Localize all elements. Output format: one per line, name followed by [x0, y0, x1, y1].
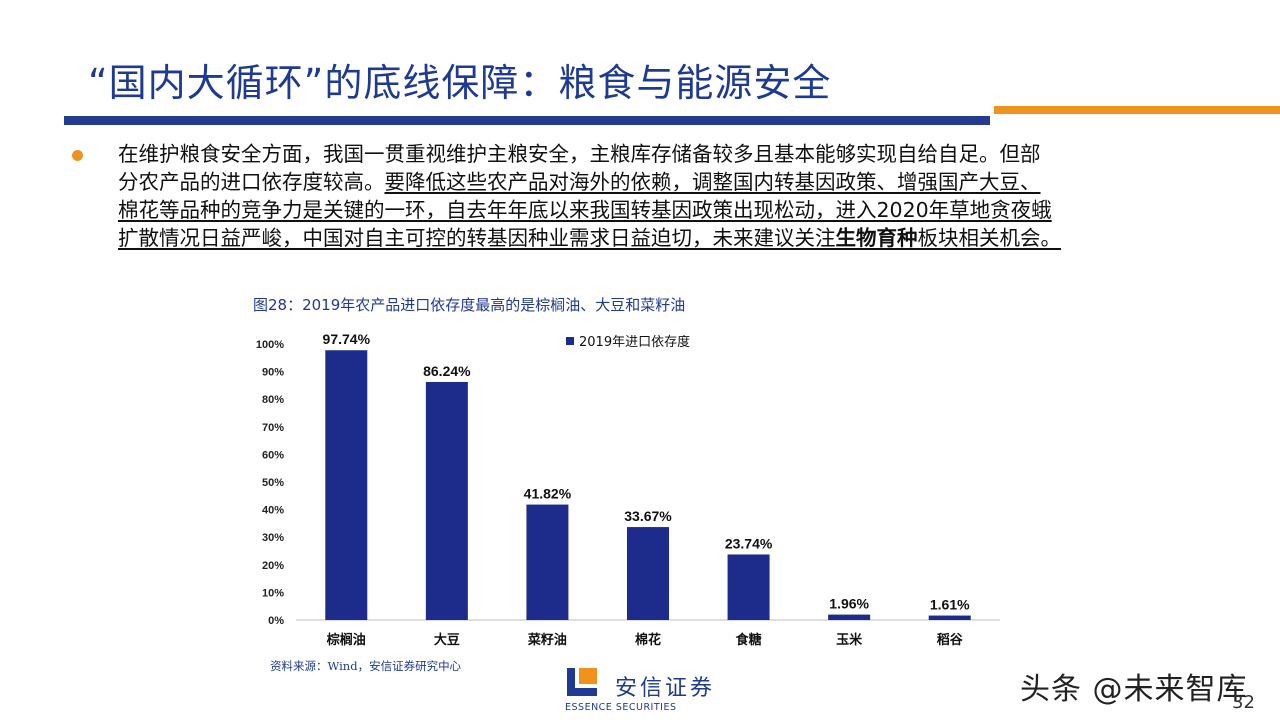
legend-label: 2019年进口依存度 [579, 334, 690, 350]
body-paragraph: 在维护粮食安全方面，我国一贯重视维护主粮安全，主粮库存储备较多且基本能够实现自给… [118, 140, 1238, 252]
paragraph-line-4-before: 扩散情况日益严峻，中国对自主可控的转基因种业需求日益迫切，未来建议关注 [118, 226, 836, 250]
y-tick-label: 90% [262, 367, 284, 379]
paragraph-line-2-plain: 分农产品的进口依存度较高。 [118, 170, 385, 194]
data-label: 33.67% [624, 508, 672, 524]
y-tick-label: 80% [262, 394, 284, 406]
y-tick-label: 70% [262, 422, 284, 434]
y-tick-label: 20% [262, 560, 284, 572]
category-label: 棕榈油 [326, 632, 366, 648]
slide-title: “国内大循环”的底线保障：粮食与能源安全 [88, 61, 832, 105]
paragraph-line-2-underlined: 要降低这些农产品对海外的依赖，调整国内转基因政策、增强国产大豆、 [384, 170, 1041, 194]
paragraph-line-1: 在维护粮食安全方面，我国一贯重视维护主粮安全，主粮库存储备较多且基本能够实现自给… [118, 142, 1041, 166]
title-underline-orange [994, 106, 1280, 114]
bar [325, 350, 368, 620]
y-tick-label: 10% [262, 587, 284, 599]
figure-caption: 图28：2019年农产品进口依存度最高的是棕榈油、大豆和菜籽油 [253, 296, 686, 314]
bar [828, 614, 871, 620]
bar [727, 554, 770, 620]
paragraph-line-4-bold: 生物育种 [835, 226, 918, 250]
watermark: 头条 @未来智库 [1020, 672, 1248, 707]
data-label: 1.61% [930, 597, 970, 613]
page-number: 32 [1232, 692, 1255, 713]
category-label: 菜籽油 [527, 632, 567, 648]
category-label: 稻谷 [937, 632, 964, 648]
category-label: 玉米 [836, 632, 863, 648]
data-label: 41.82% [524, 486, 572, 502]
legend-swatch [566, 337, 574, 345]
data-label: 97.74% [323, 331, 371, 347]
logo-text-cn: 安信证券 [615, 676, 716, 701]
category-label: 食糖 [736, 632, 762, 648]
y-tick-label: 100% [256, 339, 284, 351]
y-tick-label: 30% [262, 532, 284, 544]
paragraph-line-3: 棉花等品种的竞争力是关键的一环，自去年年底以来我国转基因政策出现松动，进入202… [118, 198, 1052, 222]
paragraph-line-4: 扩散情况日益严峻，中国对自主可控的转基因种业需求日益迫切，未来建议关注生物育种板… [118, 224, 1238, 252]
y-tick-label: 0% [268, 615, 284, 627]
bar [928, 615, 971, 620]
y-tick-label: 40% [262, 505, 284, 517]
logo-text-en: ESSENCE SECURITIES [565, 702, 677, 713]
logo-mark-icon [567, 668, 597, 696]
category-label: 棉花 [635, 632, 661, 648]
company-logo: 安信证券 ESSENCE SECURITIES [565, 666, 765, 716]
title-underline-blue [64, 116, 990, 125]
bar [627, 527, 669, 620]
y-tick-label: 50% [262, 477, 284, 489]
y-tick-label: 60% [262, 449, 284, 461]
bar [526, 504, 569, 620]
paragraph-line-4-after: 板块相关机会。 [917, 226, 1062, 250]
bullet-dot [72, 150, 83, 161]
data-label: 86.24% [423, 363, 471, 379]
bar [425, 381, 468, 620]
paragraph-line-2: 分农产品的进口依存度较高。要降低这些农产品对海外的依赖，调整国内转基因政策、增强… [118, 168, 1238, 196]
data-label: 1.96% [829, 596, 869, 612]
data-label: 23.74% [725, 535, 773, 551]
source-note: 资料来源：Wind，安信证券研究中心 [270, 659, 462, 673]
category-label: 大豆 [434, 632, 460, 648]
